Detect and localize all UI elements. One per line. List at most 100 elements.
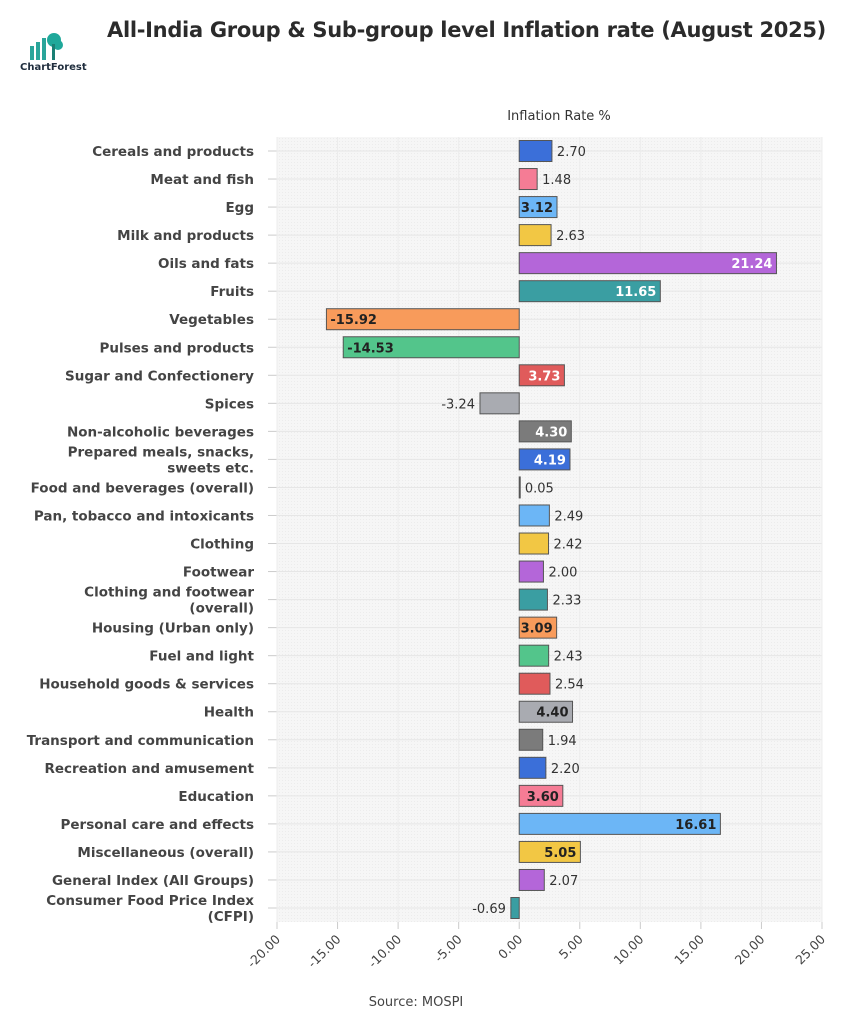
data-label: 2.33 [552, 594, 581, 609]
category-label: General Index (All Groups) [52, 873, 254, 889]
data-label: -15.92 [330, 313, 377, 328]
category-label: Recreation and amusement [45, 761, 255, 777]
data-label: 4.30 [535, 425, 567, 440]
category-label: Fuel and light [149, 649, 254, 665]
bar [518, 168, 538, 191]
category-label: Footwear [183, 565, 254, 581]
bar [518, 812, 721, 835]
x-tick-label: 10.00 [611, 931, 647, 967]
x-axis-label: Inflation Rate % [507, 109, 611, 124]
data-label: 4.19 [534, 453, 566, 468]
data-label: -3.24 [441, 397, 475, 412]
data-label: 1.94 [548, 734, 577, 749]
category-label: Egg [225, 200, 254, 216]
data-label: 2.63 [556, 229, 585, 244]
source-note: Source: MOSPI [369, 995, 464, 1010]
category-label: sweets etc. [167, 460, 254, 476]
bar [518, 756, 547, 779]
bar [518, 224, 552, 247]
x-tick-label: 20.00 [732, 931, 768, 967]
category-label: Fruits [210, 284, 254, 300]
data-label: 2.70 [557, 145, 586, 160]
category-label: Clothing and footwear [84, 585, 254, 601]
data-label: 2.54 [555, 678, 584, 693]
x-tick-label: 25.00 [792, 931, 828, 967]
bar [518, 196, 558, 219]
data-label: 3.09 [521, 622, 553, 637]
bar [325, 308, 520, 331]
data-label: -14.53 [347, 341, 394, 356]
data-label: 2.43 [554, 650, 583, 665]
data-label: 2.49 [554, 509, 583, 524]
category-label: Sugar and Confectionery [65, 368, 254, 384]
category-label: Consumer Food Price Index [46, 893, 254, 909]
data-label: 2.07 [549, 874, 578, 889]
category-label: Vegetables [169, 312, 254, 328]
category-label: (overall) [189, 601, 254, 617]
data-label: 3.12 [521, 201, 553, 216]
category-label: Education [178, 789, 254, 805]
data-label: 16.61 [675, 818, 716, 833]
x-tick-label: 5.00 [556, 931, 586, 961]
data-label: 2.20 [551, 762, 580, 777]
x-tick-label: -10.00 [365, 931, 404, 970]
category-label: Spices [205, 396, 254, 412]
bar [518, 644, 550, 667]
bar [342, 336, 520, 359]
bar [518, 448, 571, 471]
category-label: Personal care and effects [60, 817, 254, 833]
data-label: 21.24 [731, 257, 772, 272]
category-label: Milk and products [117, 228, 254, 244]
bar [479, 392, 520, 415]
data-label: 11.65 [615, 285, 656, 300]
bar [518, 252, 777, 275]
bar [518, 140, 553, 162]
category-label: Pan, tobacco and intoxicants [34, 508, 254, 524]
category-label: Meat and fish [150, 172, 254, 188]
category-label: Transport and communication [27, 733, 254, 749]
category-label: Pulses and products [99, 340, 254, 356]
category-label: (CFPI) [208, 909, 254, 925]
data-label: 3.60 [527, 790, 559, 805]
category-label: Clothing [190, 537, 254, 553]
bar [518, 700, 574, 723]
category-label: Non-alcoholic beverages [67, 424, 254, 440]
x-tick-label: 15.00 [671, 931, 707, 967]
chart-title: All-India Group & Sub-group level Inflat… [107, 18, 826, 42]
logo-text: ChartForest [20, 62, 87, 73]
category-label: Household goods & services [39, 677, 254, 693]
bar [518, 420, 572, 443]
bar [518, 840, 581, 863]
bar [518, 364, 565, 387]
bar [518, 560, 544, 583]
category-label: Miscellaneous (overall) [77, 845, 254, 861]
category-label: Cereals and products [92, 144, 254, 160]
chartforest-logo-icon [30, 33, 63, 60]
category-label: Health [204, 705, 254, 721]
data-label: 2.00 [548, 566, 577, 581]
x-tick-label: -5.00 [431, 931, 465, 965]
bar [518, 476, 521, 499]
bar [518, 588, 548, 611]
category-label: Housing (Urban only) [92, 621, 254, 637]
data-label: -0.69 [472, 902, 506, 917]
bar [518, 728, 544, 751]
data-label: 1.48 [542, 173, 571, 188]
category-label: Prepared meals, snacks, [68, 444, 254, 460]
bar [518, 532, 550, 555]
bar [518, 616, 558, 639]
data-label: 5.05 [544, 846, 576, 861]
x-tick-label: 0.00 [495, 931, 525, 961]
data-label: 2.42 [554, 538, 583, 553]
data-label: 0.05 [525, 481, 554, 496]
bar [510, 897, 520, 919]
x-tick-label: -20.00 [244, 931, 283, 970]
bar [518, 784, 564, 807]
x-tick-label: -15.00 [305, 931, 344, 970]
bar [518, 868, 545, 891]
category-label: Food and beverages (overall) [31, 480, 254, 496]
bar [518, 280, 661, 303]
data-label: 3.73 [528, 369, 560, 384]
bar [518, 672, 551, 695]
